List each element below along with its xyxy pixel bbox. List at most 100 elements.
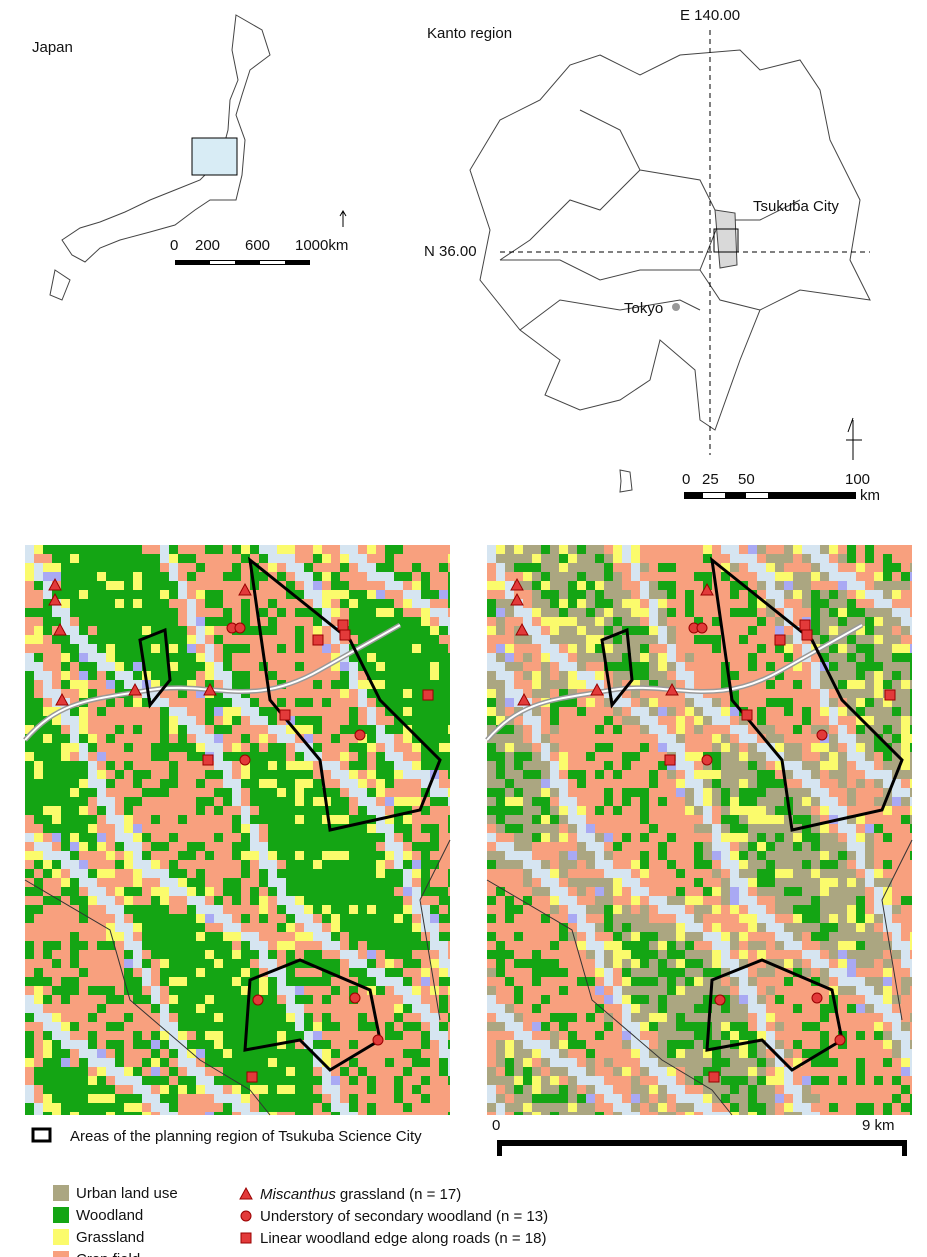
land-cell: [286, 1112, 295, 1115]
land-cell: [70, 941, 79, 950]
land-cell: [34, 599, 43, 608]
land-cell: [124, 959, 133, 968]
land-cell: [376, 743, 385, 752]
land-cell: [667, 851, 676, 860]
land-cell: [151, 1067, 160, 1076]
land-cell: [124, 851, 133, 860]
land-cell: [874, 815, 883, 824]
land-cell: [385, 797, 394, 806]
land-cell: [322, 545, 331, 554]
land-cell: [79, 545, 88, 554]
land-cell: [142, 986, 151, 995]
land-cell: [61, 941, 70, 950]
land-cell: [196, 869, 205, 878]
land-cell: [214, 914, 223, 923]
land-cell: [142, 806, 151, 815]
land-cell: [532, 896, 541, 905]
land-cell: [901, 806, 910, 815]
land-cell: [88, 1004, 97, 1013]
land-cell: [649, 671, 658, 680]
land-cell: [385, 923, 394, 932]
land-cell: [766, 779, 775, 788]
land-cell: [268, 734, 277, 743]
land-cell: [340, 734, 349, 743]
land-cell: [97, 581, 106, 590]
land-cell: [106, 995, 115, 1004]
land-cell: [25, 680, 34, 689]
land-cell: [448, 1067, 450, 1076]
land-cell: [133, 905, 142, 914]
land-cell: [358, 743, 367, 752]
land-cell: [856, 590, 865, 599]
land-cell: [892, 545, 901, 554]
land-cell: [421, 1058, 430, 1067]
land-cell: [376, 986, 385, 995]
land-cell: [892, 797, 901, 806]
land-cell: [124, 869, 133, 878]
land-cell: [214, 590, 223, 599]
land-cell: [313, 779, 322, 788]
land-cell: [496, 590, 505, 599]
land-cell: [223, 716, 232, 725]
land-cell: [775, 626, 784, 635]
land-cell: [196, 842, 205, 851]
land-cell: [604, 833, 613, 842]
land-cell: [838, 797, 847, 806]
land-cell: [604, 842, 613, 851]
land-cell: [430, 635, 439, 644]
land-cell: [838, 644, 847, 653]
land-cell: [151, 986, 160, 995]
land-cell: [340, 1022, 349, 1031]
land-cell: [856, 680, 865, 689]
land-cell: [721, 824, 730, 833]
land-cell: [277, 941, 286, 950]
land-cell: [43, 869, 52, 878]
land-cell: [892, 563, 901, 572]
scale-label: 0: [682, 471, 690, 488]
land-cell: [874, 752, 883, 761]
land-cell: [187, 905, 196, 914]
land-cell: [910, 716, 912, 725]
land-cell: [847, 869, 856, 878]
land-cell: [847, 599, 856, 608]
land-cell: [766, 644, 775, 653]
land-cell: [124, 626, 133, 635]
land-cell: [394, 842, 403, 851]
land-cell: [223, 905, 232, 914]
land-cell: [649, 788, 658, 797]
land-cell: [577, 545, 586, 554]
land-cell: [811, 671, 820, 680]
land-cell: [550, 581, 559, 590]
land-cell: [541, 644, 550, 653]
land-cell: [43, 1031, 52, 1040]
land-cell: [658, 554, 667, 563]
land-cell: [376, 860, 385, 869]
land-cell: [784, 851, 793, 860]
land-cell: [268, 914, 277, 923]
land-cell: [97, 815, 106, 824]
land-cell: [133, 617, 142, 626]
land-cell: [694, 608, 703, 617]
land-cell: [568, 806, 577, 815]
land-cell: [196, 923, 205, 932]
land-cell: [403, 923, 412, 932]
land-cell: [115, 905, 124, 914]
land-cell: [613, 833, 622, 842]
land-cell: [394, 1022, 403, 1031]
land-cell: [70, 977, 79, 986]
land-cell: [412, 941, 421, 950]
land-cell: [232, 707, 241, 716]
land-cell: [106, 1076, 115, 1085]
land-cell: [385, 635, 394, 644]
land-cell: [448, 1040, 450, 1049]
land-cell: [721, 761, 730, 770]
land-cell: [532, 752, 541, 761]
land-cell: [124, 914, 133, 923]
land-cell: [340, 716, 349, 725]
land-cell: [505, 896, 514, 905]
land-cell: [901, 590, 910, 599]
land-cell: [667, 572, 676, 581]
land-cell: [910, 743, 912, 752]
land-cell: [187, 1112, 196, 1115]
land-cell: [205, 617, 214, 626]
